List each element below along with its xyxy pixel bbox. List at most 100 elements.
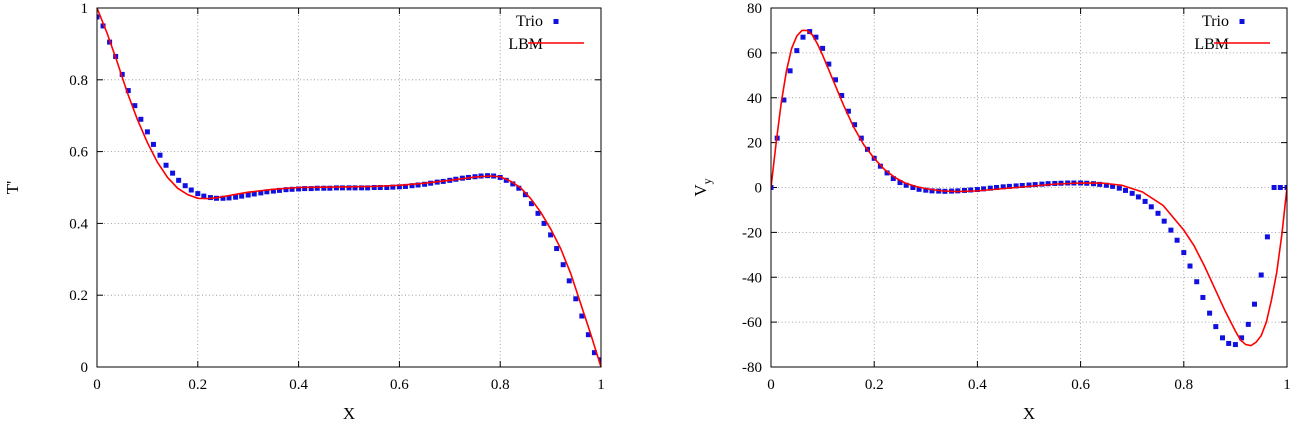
trio-point (541, 220, 547, 226)
trio-point (346, 185, 352, 191)
trio-point (371, 185, 377, 190)
trio-point (409, 183, 415, 189)
legend: Trio LBM (508, 13, 584, 53)
trio-point (1232, 342, 1238, 348)
plot-frame (770, 7, 1288, 368)
y-axis-label-subscript: y (700, 178, 714, 184)
trio-point (138, 116, 144, 122)
trio-point (1155, 210, 1161, 216)
trio-point (579, 313, 585, 319)
trio-point (302, 186, 308, 192)
trio-point (794, 48, 800, 54)
trio-point (554, 246, 560, 252)
trio-point (591, 350, 597, 356)
trio-point (195, 191, 201, 197)
trio-point (1116, 185, 1122, 191)
trio-point (1239, 335, 1245, 341)
trio-point (339, 185, 345, 191)
legend-label-lbm: LBM (508, 36, 543, 53)
trio-point (1174, 237, 1180, 243)
trio-point (1194, 279, 1200, 285)
trio-point (1142, 198, 1148, 204)
trio-point (981, 186, 987, 192)
trio-point (1200, 294, 1206, 300)
x-tick-label: 0.2 (865, 377, 884, 393)
trio-point (1181, 250, 1187, 256)
trio-point (993, 185, 999, 190)
trio-point (1277, 185, 1283, 190)
trio-point (826, 61, 832, 67)
trio-point (150, 141, 156, 147)
y-axis-label-main: T' (3, 181, 22, 194)
x-tick-label: 0.8 (1174, 377, 1193, 393)
trio-point (1251, 301, 1257, 307)
chart-2: 0 0.2 0.4 0.6 0.8 1 -80 -60 -40 -20 0 20 40 60 80 X Vy Tr… (691, 1, 1291, 423)
trio-point (352, 185, 358, 191)
trio-point (1245, 321, 1251, 327)
series-lbm-line (97, 8, 601, 367)
y-tick-label: 20 (747, 136, 762, 152)
y-tick-label: 40 (747, 91, 762, 107)
y-tick-label: 0 (81, 360, 89, 376)
trio-point (516, 185, 522, 191)
trio-point (201, 193, 207, 199)
x-tick-label: 0.6 (1071, 377, 1090, 393)
y-axis-label: T' (3, 181, 22, 194)
trio-point (283, 187, 289, 193)
trio-point (384, 185, 390, 190)
legend-label-trio: Trio (516, 13, 543, 30)
trio-point (415, 182, 421, 188)
trio-point (296, 186, 302, 192)
x-tick-label: 0.6 (390, 377, 409, 393)
y-tick-label: 0.6 (69, 145, 88, 161)
trio-point (289, 186, 295, 192)
trio-point (1258, 272, 1264, 278)
series-lbm-line (771, 29, 1287, 347)
trio-point (1135, 194, 1141, 200)
trio-point (566, 278, 572, 284)
x-axis-label: X (343, 404, 355, 423)
trio-point (573, 296, 579, 302)
trio-point (1013, 183, 1019, 189)
trio-point (1039, 181, 1045, 187)
x-axis-label: X (1023, 404, 1035, 423)
trio-point (1226, 340, 1232, 346)
trio-point (321, 185, 327, 191)
trio-point (100, 23, 106, 29)
trio-point (1168, 227, 1174, 233)
x-tick-label: 0 (93, 377, 101, 393)
trio-point (1220, 335, 1225, 341)
trio-point (390, 184, 396, 190)
trio-point (548, 232, 554, 238)
trio-point (258, 190, 264, 196)
y-tick-label: -20 (742, 225, 762, 241)
trio-point (858, 135, 864, 141)
trio-point (1284, 185, 1287, 190)
trio-point (1110, 183, 1116, 189)
trio-point (890, 176, 896, 182)
trio-point (903, 182, 909, 188)
trio-point (176, 177, 182, 183)
trio-point (365, 185, 371, 191)
trio-point (800, 34, 806, 40)
trio-point (157, 152, 163, 158)
x-tick-label: 0.4 (968, 377, 987, 393)
trio-point (377, 185, 383, 190)
trio-point (781, 97, 787, 103)
trio-point (239, 193, 245, 199)
trio-point (1148, 204, 1154, 210)
trio-point (144, 129, 150, 135)
trio-point (884, 170, 890, 176)
y-tick-label: 0.4 (69, 216, 88, 232)
trio-point (839, 93, 845, 99)
trio-point (422, 181, 428, 187)
plot-frame (96, 7, 602, 368)
trio-point (276, 187, 282, 193)
y-axis-label: Vy (691, 178, 714, 196)
trio-point (962, 187, 967, 193)
y-tick-label: 1 (81, 1, 89, 17)
y-tick-label: 0 (755, 181, 763, 197)
trio-point (402, 183, 408, 189)
y-tick-label: -80 (742, 360, 762, 376)
